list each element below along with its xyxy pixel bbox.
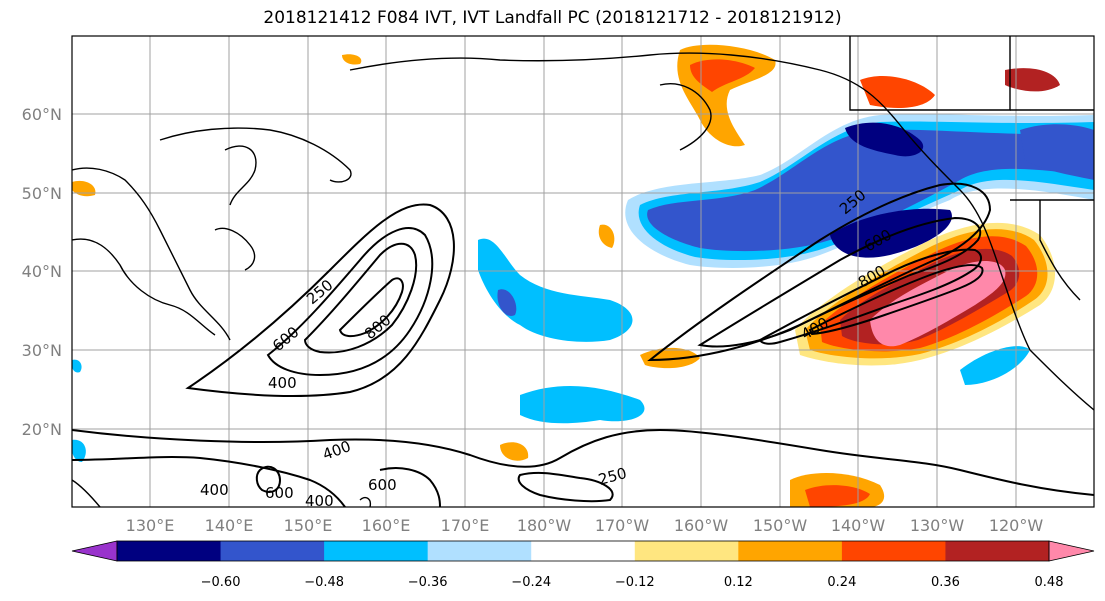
lon-tick-label: 160°E	[362, 516, 411, 535]
colorbar-extend-max	[1048, 540, 1095, 562]
strong-negative-region	[845, 122, 924, 157]
colorbar-cell	[738, 541, 843, 561]
colorbar-cell	[117, 541, 222, 561]
ivt-contours	[72, 182, 1094, 507]
strong-negative-region	[830, 208, 952, 258]
colorbar: −0.60 −0.48 −0.36 −0.24 −0.12 0.12 0.24 0.36 0.4…	[71, 540, 1095, 590]
latitude-axis: 60°N 50°N 40°N 30°N 20°N	[22, 105, 62, 439]
negative-anomaly-region	[520, 385, 645, 424]
lon-tick-label: 140°E	[205, 516, 254, 535]
colorbar-tick-label: 0.48	[1035, 575, 1064, 590]
positive-anomaly-region	[342, 54, 362, 65]
lat-tick-label: 40°N	[22, 262, 62, 281]
contour-label: 600	[265, 484, 294, 502]
graticule	[72, 36, 1094, 507]
colorbar-cell	[634, 541, 739, 561]
lon-tick-label: 150°W	[753, 516, 808, 535]
colorbar-cell	[841, 541, 946, 561]
longitude-axis: 130°E 140°E 150°E 160°E 170°E 180°W 170°…	[126, 516, 1044, 535]
colorbar-tick-label: −0.12	[615, 575, 655, 590]
lon-tick-label: 150°E	[284, 516, 333, 535]
negative-anomaly-region	[497, 289, 517, 316]
colorbar-tick-label: 0.24	[827, 575, 856, 590]
negative-anomaly-region	[960, 346, 1030, 385]
lon-tick-label: 180°W	[517, 516, 572, 535]
negative-anomaly-region	[647, 129, 1090, 252]
colorbar-extend-min	[71, 540, 118, 562]
lon-tick-label: 130°E	[126, 516, 175, 535]
contour-label: 400	[268, 374, 297, 392]
colorbar-cell	[531, 541, 636, 561]
colorbar-frame	[116, 540, 1050, 562]
lat-tick-label: 60°N	[22, 105, 62, 124]
positive-anomaly-region	[598, 224, 615, 248]
colorbar-tick-label: −0.24	[511, 575, 551, 590]
colorbar-cell	[324, 541, 429, 561]
positive-anomaly-region	[640, 347, 700, 369]
negative-anomaly-region	[72, 359, 82, 373]
lat-tick-label: 20°N	[22, 420, 62, 439]
negative-anomaly-region	[478, 238, 633, 342]
lon-tick-label: 170°E	[441, 516, 490, 535]
positive-anomaly-region	[1005, 68, 1060, 92]
contour-label: 400	[305, 492, 334, 510]
negative-anomaly-region	[1020, 124, 1094, 180]
map-frame	[71, 35, 1095, 508]
lon-tick-label: 140°W	[831, 516, 886, 535]
contour-label: 400	[200, 481, 229, 499]
positive-anomaly-region	[72, 180, 96, 197]
lon-tick-label: 120°W	[989, 516, 1044, 535]
colorbar-tick-label: −0.36	[408, 575, 448, 590]
colorbar-tick-label: −0.60	[201, 575, 241, 590]
pc-shading	[72, 44, 1094, 507]
colorbar-cell	[427, 541, 532, 561]
map-title: 2018121412 F084 IVT, IVT Landfall PC (20…	[263, 8, 842, 28]
positive-anomaly-region	[805, 485, 870, 507]
positive-anomaly-region	[860, 75, 935, 108]
colorbar-tick-label: −0.48	[304, 575, 344, 590]
coastlines	[72, 36, 1094, 507]
lat-tick-label: 30°N	[22, 341, 62, 360]
positive-anomaly-region	[500, 442, 529, 461]
lon-tick-label: 170°W	[595, 516, 650, 535]
negative-anomaly-region	[72, 439, 86, 462]
lat-tick-label: 50°N	[22, 184, 62, 203]
colorbar-tick-label: 0.12	[724, 575, 753, 590]
contour-label: 600	[368, 476, 397, 494]
colorbar-cell	[220, 541, 325, 561]
lon-tick-label: 130°W	[910, 516, 965, 535]
colorbar-tick-label: 0.36	[931, 575, 960, 590]
colorbar-cell	[945, 541, 1050, 561]
lon-tick-label: 160°W	[674, 516, 729, 535]
positive-anomaly-region	[690, 59, 755, 92]
